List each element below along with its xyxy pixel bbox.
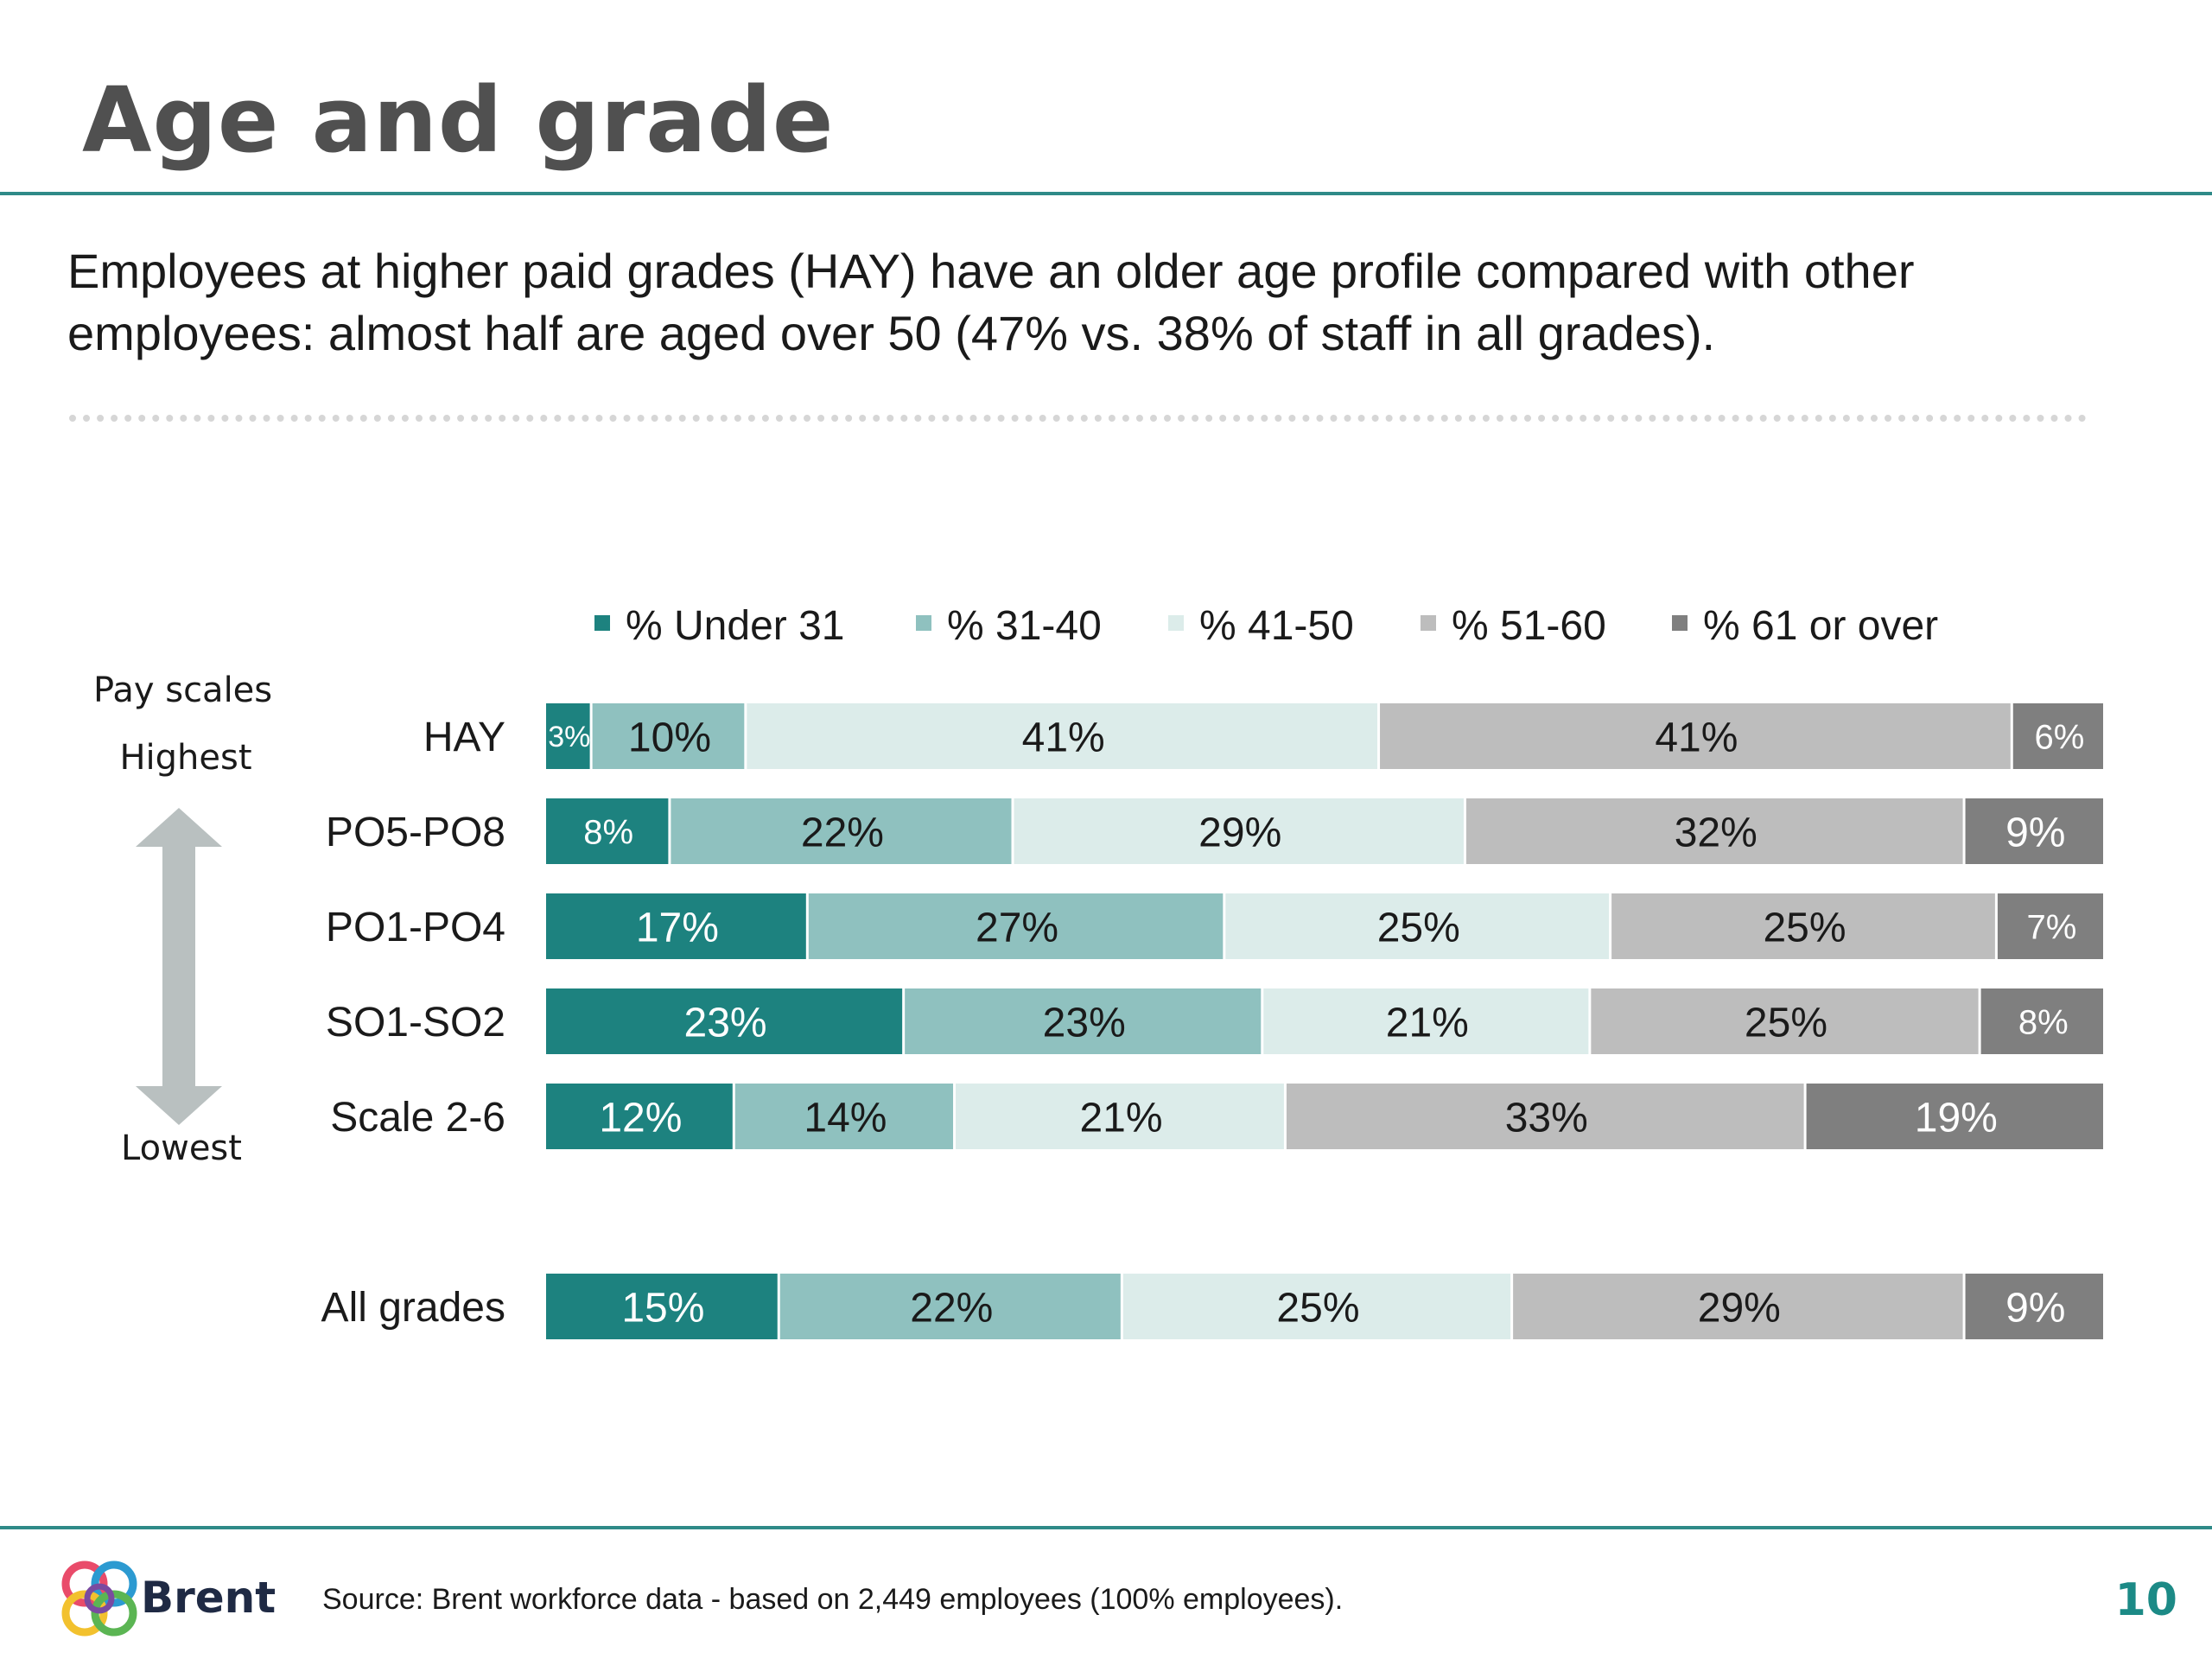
data-label: 23% [1043, 1000, 1126, 1046]
bar-segment [1014, 798, 1464, 864]
data-label: 12% [599, 1095, 682, 1141]
bar-segment [546, 988, 903, 1054]
bar-segment [956, 1084, 1284, 1149]
bar-segment [1122, 1274, 1511, 1339]
page-number: 10 [2114, 1574, 2177, 1626]
bar-segment [1263, 988, 1589, 1054]
pay-scales-label: Pay scales [93, 671, 272, 710]
bar-segment [671, 798, 1012, 864]
data-label: 33% [1505, 1095, 1588, 1141]
data-label: 17% [636, 905, 719, 950]
data-label: 10% [628, 715, 711, 760]
header-divider [0, 192, 2212, 195]
legend-entry: % Under 31 [626, 603, 844, 649]
bar-segment [546, 1084, 733, 1149]
category-label: SO1-SO2 [326, 1000, 505, 1046]
legend-entry: % 51-60 [1452, 603, 1606, 649]
bar-segment [747, 703, 1378, 769]
bar-segment [1286, 1084, 1804, 1149]
bar-segment [546, 703, 590, 769]
data-label: 21% [1386, 1000, 1469, 1046]
brand-name: Brent [141, 1573, 276, 1623]
legend-swatch [916, 615, 931, 631]
category-label: PO1-PO4 [326, 905, 505, 950]
bar-segment [1465, 798, 1963, 864]
bar-segment [1513, 1274, 1963, 1339]
bar-segment [592, 703, 745, 769]
data-label: 6% [2034, 718, 2084, 756]
bar-segment [1591, 988, 1979, 1054]
data-label: 7% [2027, 908, 2077, 946]
data-label: 29% [1698, 1285, 1781, 1331]
data-label: 9% [2005, 1285, 2065, 1331]
bar-segment [546, 798, 669, 864]
data-label: 22% [801, 810, 884, 855]
bar-segment [1965, 798, 2103, 864]
highest-label: Highest [119, 738, 251, 778]
category-label: HAY [423, 715, 505, 760]
double-arrow-icon [136, 808, 222, 1125]
legend-swatch [1421, 615, 1436, 631]
legend-entry: % 41-50 [1199, 603, 1354, 649]
data-label: 25% [1377, 905, 1460, 950]
bar-segment [1380, 703, 2011, 769]
bar-segment [1980, 988, 2103, 1054]
data-label: 8% [2018, 1003, 2069, 1041]
category-label: PO5-PO8 [326, 810, 505, 855]
bar-segment [808, 893, 1224, 959]
data-label: 22% [910, 1285, 993, 1331]
data-label: 41% [1655, 715, 1738, 760]
data-label: 3% [548, 721, 590, 753]
bar-segment [1225, 893, 1610, 959]
data-label: 25% [1763, 905, 1846, 950]
footer-divider [0, 1526, 2212, 1529]
stacked-bars: 3% 10% 41% 41% 6% 8% 22% 29% 32% 9% 17% 27% 25% 25% 7%… [546, 703, 2103, 1339]
data-label: 27% [976, 905, 1058, 950]
bar-segment [2012, 703, 2103, 769]
data-label: 32% [1675, 810, 1758, 855]
data-label: 23% [684, 1000, 767, 1046]
category-label: All grades [321, 1285, 505, 1331]
data-label: 21% [1079, 1095, 1162, 1141]
bar-segment [1806, 1084, 2103, 1149]
source-note: Source: Brent workforce data - based on … [322, 1583, 1344, 1616]
dotted-separator [69, 415, 2087, 422]
brent-logo-icon [61, 1560, 137, 1637]
category-label: Scale 2-6 [330, 1095, 505, 1141]
data-label: 19% [1915, 1095, 1998, 1141]
data-label: 9% [2005, 810, 2065, 855]
bar-segment [1965, 1274, 2103, 1339]
data-label: 41% [1022, 715, 1105, 760]
data-label: 14% [804, 1095, 887, 1141]
category-axis: HAY PO5-PO8 PO1-PO4 SO1-SO2 Scale 2-6 All gra… [321, 715, 505, 1331]
bar-segment [779, 1274, 1121, 1339]
bar-segment [1611, 893, 1995, 959]
legend-swatch [1168, 615, 1184, 631]
data-label: 8% [583, 813, 633, 851]
chart-legend: % Under 31 % 31-40 % 41-50 % 51-60 % 61 or o… [594, 603, 1938, 649]
slide-subtitle: Employees at higher paid grades (HAY) ha… [67, 244, 1915, 360]
bar-segment [734, 1084, 954, 1149]
legend-swatch [1672, 615, 1688, 631]
legend-swatch [594, 615, 610, 631]
bar-segment [546, 893, 806, 959]
age-grade-chart: % Under 31 % 31-40 % 41-50 % 51-60 % 61 or o… [93, 603, 2103, 1339]
lowest-label: Lowest [121, 1128, 242, 1168]
bar-segment [1997, 893, 2103, 959]
bar-segment [905, 988, 1262, 1054]
data-label: 29% [1198, 810, 1281, 855]
legend-entry: % 61 or over [1703, 603, 1938, 649]
data-label: 25% [1745, 1000, 1827, 1046]
data-label: 25% [1276, 1285, 1359, 1331]
bar-segment [546, 1274, 778, 1339]
page-title: Age and grade [82, 67, 835, 173]
legend-entry: % 31-40 [947, 603, 1102, 649]
data-label: 15% [621, 1285, 704, 1331]
